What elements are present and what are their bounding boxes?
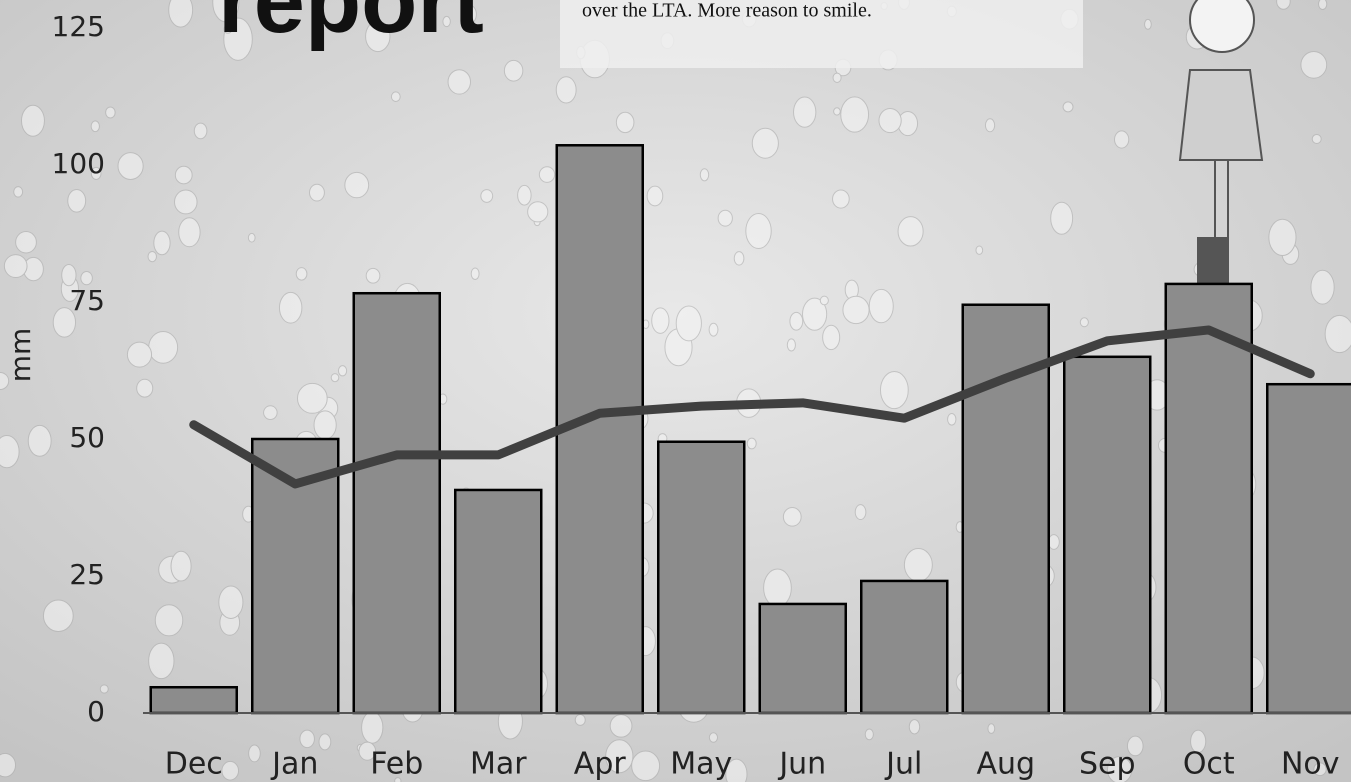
y-tick-label: 100 — [52, 147, 105, 180]
y-tick-label: 25 — [69, 558, 105, 591]
bar — [760, 604, 846, 713]
bar — [354, 293, 440, 713]
x-tick-label: May — [670, 747, 732, 782]
bar — [658, 442, 744, 713]
x-tick-label: Sep — [1079, 747, 1136, 782]
y-tick-label: 0 — [87, 695, 105, 728]
x-tick-label: Feb — [370, 747, 423, 782]
x-tick-label: Jun — [777, 747, 826, 782]
x-tick-label: Mar — [470, 747, 527, 782]
chart: over the LTA. More reason to smile. repo… — [0, 0, 1351, 782]
page: over the LTA. More reason to smile. repo… — [0, 0, 1351, 782]
x-tick-label: Aug — [976, 747, 1035, 782]
bar — [1064, 357, 1150, 713]
y-axis-label: mm — [4, 328, 37, 383]
y-tick-label: 50 — [69, 421, 105, 454]
x-tick-label: Dec — [165, 747, 223, 782]
x-tick-label: Oct — [1183, 747, 1235, 782]
bar — [1267, 384, 1351, 713]
bar — [455, 490, 541, 713]
x-tick-label: Jul — [884, 747, 922, 782]
annotation: over the LTA. More reason to smile. — [582, 0, 872, 22]
bar — [1166, 284, 1252, 713]
x-tick-label: Nov — [1281, 747, 1340, 782]
y-tick-label: 125 — [52, 10, 105, 43]
y-tick-label: 75 — [69, 284, 105, 317]
bar — [861, 581, 947, 713]
bar — [151, 687, 237, 713]
chart-title: report — [218, 0, 484, 52]
x-tick-label: Jan — [270, 747, 318, 782]
x-tick-label: Apr — [574, 747, 627, 782]
